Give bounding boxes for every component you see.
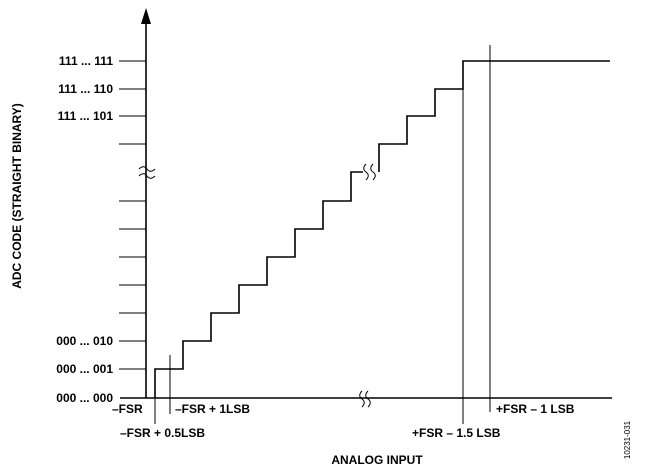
transfer-staircase xyxy=(154,171,363,398)
x-axis-break xyxy=(359,390,371,408)
x-annotations: –FSR –FSR + 0.5LSB –FSR + 1LSB +FSR – 1.… xyxy=(112,402,575,440)
x-annotation: +FSR – 1.5 LSB xyxy=(412,426,501,440)
x-axis-label: ANALOG INPUT xyxy=(331,453,423,467)
y-axis-break xyxy=(138,166,156,179)
axes xyxy=(120,8,612,399)
y-axis-label: ADC CODE (STRAIGHT BINARY) xyxy=(10,103,24,289)
y-tick-label: 000 ... 010 xyxy=(56,334,113,348)
y-axis-arrow xyxy=(141,8,151,24)
y-ticks xyxy=(119,60,146,370)
y-tick-label: 000 ... 000 xyxy=(56,391,113,405)
x-annotation: –FSR xyxy=(112,402,143,416)
staircase-break xyxy=(363,163,376,181)
x-annotation: +FSR – 1 LSB xyxy=(496,402,575,416)
y-tick-labels: 111 ... 111 111 ... 110 111 ... 101 000 … xyxy=(56,54,113,405)
transfer-staircase xyxy=(378,60,610,172)
y-tick-label: 111 ... 111 xyxy=(59,54,113,68)
x-annotation: –FSR + 0.5LSB xyxy=(120,426,205,440)
reference-lines xyxy=(154,45,491,424)
y-tick-label: 111 ... 101 xyxy=(58,109,114,123)
x-annotation: –FSR + 1LSB xyxy=(175,402,250,416)
y-tick-label: 111 ... 110 xyxy=(58,82,113,96)
y-tick-label: 000 ... 001 xyxy=(56,362,113,376)
figure-id: 10231-031 xyxy=(623,420,632,459)
